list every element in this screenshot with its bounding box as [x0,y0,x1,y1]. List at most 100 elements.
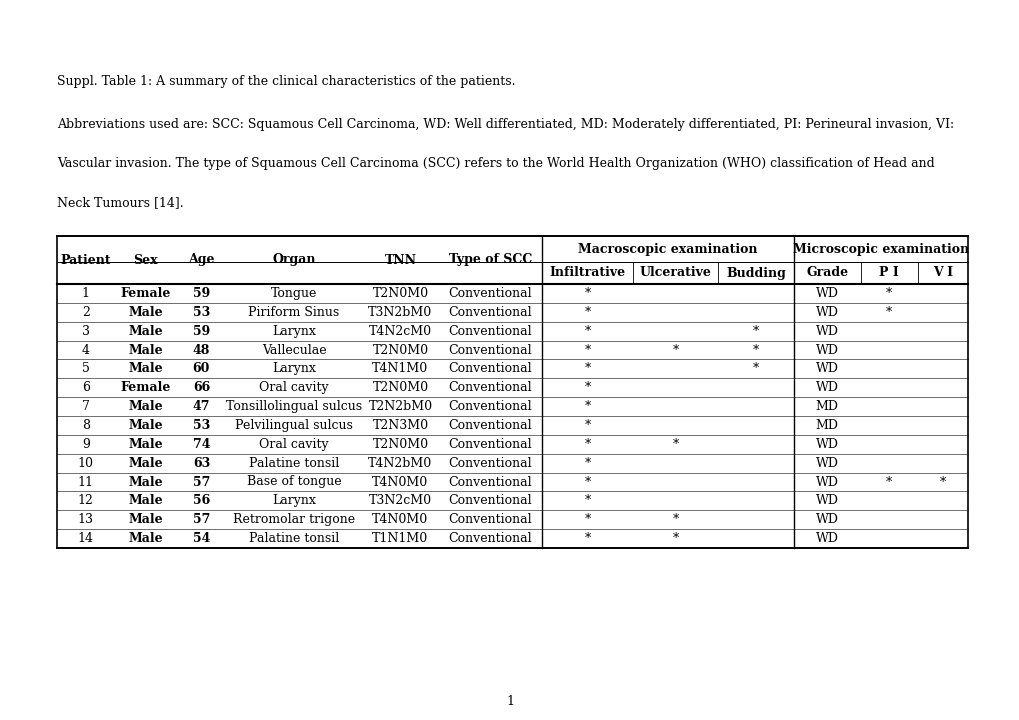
Text: Male: Male [128,456,163,469]
Text: WD: WD [815,513,838,526]
Text: WD: WD [815,287,838,300]
Text: Larynx: Larynx [272,362,316,375]
Text: T2N0M0: T2N0M0 [372,287,428,300]
Text: Ulcerative: Ulcerative [639,266,710,279]
Text: Conventional: Conventional [448,343,532,356]
Text: *: * [672,532,678,545]
Text: 59: 59 [193,287,210,300]
Text: *: * [584,287,590,300]
Text: Oral cavity: Oral cavity [259,381,328,395]
Text: *: * [672,343,678,356]
Text: Tongue: Tongue [271,287,317,300]
Text: *: * [584,475,590,488]
Text: 2: 2 [82,306,90,319]
Text: *: * [584,456,590,469]
Text: MD: MD [815,419,838,432]
Text: *: * [584,400,590,413]
Text: T2N0M0: T2N0M0 [372,343,428,356]
Text: *: * [584,513,590,526]
Text: Conventional: Conventional [448,287,532,300]
Text: 11: 11 [77,475,94,488]
Text: Female: Female [120,287,171,300]
Text: 8: 8 [82,419,90,432]
Text: T3N2bM0: T3N2bM0 [368,306,432,319]
Text: Conventional: Conventional [448,513,532,526]
Text: T3N2cM0: T3N2cM0 [369,495,432,508]
Text: 59: 59 [193,325,210,338]
Text: Larynx: Larynx [272,495,316,508]
Text: WD: WD [815,532,838,545]
Text: WD: WD [815,306,838,319]
Text: Infiltrative: Infiltrative [549,266,625,279]
Text: 4: 4 [82,343,90,356]
Text: WD: WD [815,456,838,469]
Text: Male: Male [128,438,163,451]
Text: Conventional: Conventional [448,475,532,488]
Text: 57: 57 [193,513,210,526]
Text: 66: 66 [193,381,210,395]
Text: Male: Male [128,495,163,508]
Text: *: * [584,495,590,508]
Text: *: * [938,475,946,488]
Text: *: * [886,475,892,488]
Text: P I: P I [878,266,899,279]
Text: *: * [584,381,590,395]
Text: Valleculae: Valleculae [262,343,326,356]
Text: Conventional: Conventional [448,532,532,545]
Text: Vascular invasion. The type of Squamous Cell Carcinoma (SCC) refers to the World: Vascular invasion. The type of Squamous … [57,157,933,170]
Text: *: * [752,343,758,356]
Text: 1: 1 [505,695,514,708]
Text: V I: V I [932,266,952,279]
Text: Male: Male [128,325,163,338]
Text: *: * [584,325,590,338]
Text: Retromolar trigone: Retromolar trigone [232,513,355,526]
Text: Male: Male [128,513,163,526]
Text: Male: Male [128,362,163,375]
Text: Microscopic examination: Microscopic examination [792,243,968,256]
Text: Organ: Organ [272,253,316,266]
Text: T4N1M0: T4N1M0 [372,362,428,375]
Text: 3: 3 [82,325,90,338]
Text: Budding: Budding [726,266,786,279]
Text: Type of SCC: Type of SCC [448,253,532,266]
Text: *: * [752,362,758,375]
Text: Tonsillolingual sulcus: Tonsillolingual sulcus [226,400,362,413]
Text: 74: 74 [193,438,210,451]
Text: T4N2bM0: T4N2bM0 [368,456,432,469]
Text: WD: WD [815,475,838,488]
Text: T2N0M0: T2N0M0 [372,381,428,395]
Text: *: * [584,419,590,432]
Text: *: * [584,362,590,375]
Text: Piriform Sinus: Piriform Sinus [249,306,339,319]
Text: WD: WD [815,343,838,356]
Text: T4N2cM0: T4N2cM0 [369,325,432,338]
Text: 57: 57 [193,475,210,488]
Text: Oral cavity: Oral cavity [259,438,328,451]
Text: 6: 6 [82,381,90,395]
Text: WD: WD [815,381,838,395]
Text: T2N0M0: T2N0M0 [372,438,428,451]
Text: T2N3M0: T2N3M0 [372,419,428,432]
Text: Abbreviations used are: SCC: Squamous Cell Carcinoma, WD: Well differentiated, M: Abbreviations used are: SCC: Squamous Ce… [57,118,953,131]
Text: Conventional: Conventional [448,495,532,508]
Text: *: * [672,513,678,526]
Text: 5: 5 [82,362,90,375]
Text: Neck Tumours [14].: Neck Tumours [14]. [57,196,183,209]
Text: WD: WD [815,495,838,508]
Text: Conventional: Conventional [448,400,532,413]
Text: *: * [672,438,678,451]
Text: Pelvilingual sulcus: Pelvilingual sulcus [234,419,353,432]
Text: Patient: Patient [60,253,111,266]
Text: Sex: Sex [133,253,158,266]
Text: MD: MD [815,400,838,413]
Text: T4N0M0: T4N0M0 [372,475,428,488]
Text: Female: Female [120,381,171,395]
Text: 47: 47 [193,400,210,413]
Text: Conventional: Conventional [448,362,532,375]
Text: 14: 14 [77,532,94,545]
Text: WD: WD [815,325,838,338]
Text: 13: 13 [77,513,94,526]
Bar [57,236,967,548]
Text: Male: Male [128,532,163,545]
Text: Macroscopic examination: Macroscopic examination [578,243,757,256]
